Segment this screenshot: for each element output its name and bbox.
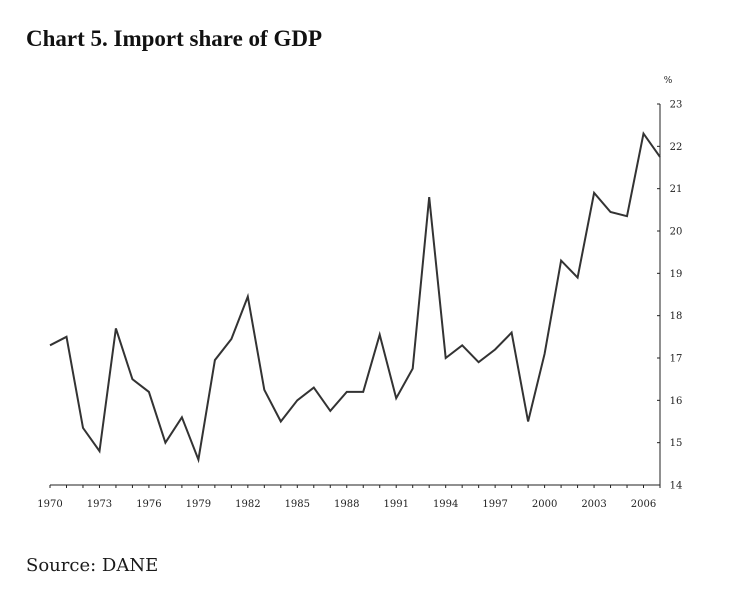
x-tick-label: 2006 (631, 499, 656, 510)
chart-title: Chart 5. Import share of GDP (26, 26, 322, 51)
x-tick-label: 1985 (285, 499, 310, 510)
x-axis: 1970 1973 1976 1979 1982 1985 1988 1991 1994 1997… (37, 484, 661, 510)
x-tick-label: 1976 (136, 499, 161, 510)
y-tick-label: 15 (670, 438, 683, 449)
y-tick-label: 23 (670, 100, 683, 111)
x-tick-label: 2000 (532, 499, 557, 510)
x-tick-label: 1970 (37, 499, 62, 510)
y-tick-label: 16 (670, 396, 683, 407)
y-tick-label: 20 (670, 227, 683, 238)
x-tick-label: 1991 (383, 499, 408, 510)
y-tick-label: 14 (670, 481, 683, 492)
x-tick-label: 2003 (581, 499, 606, 510)
y-tick-label: 17 (670, 354, 683, 365)
x-tick-label: 1988 (334, 499, 359, 510)
y-tick-label: 18 (670, 311, 683, 322)
x-tick-label: 1973 (87, 499, 112, 510)
x-tick-label: 1982 (235, 499, 260, 510)
source-note: Source: DANE (26, 555, 159, 576)
y-axis: 14 15 16 17 18 19 20 21 22 23 (657, 100, 682, 492)
x-tick-label: 1979 (186, 499, 211, 510)
y-tick-label: 22 (670, 142, 683, 153)
x-tick-label: 1994 (433, 499, 458, 510)
series-layer (49, 131, 661, 464)
x-tick-label: 1997 (482, 499, 507, 510)
y-axis-unit-label: % (664, 76, 673, 86)
y-tick-label: 19 (670, 269, 683, 280)
series-line (49, 131, 661, 464)
y-tick-label: 21 (670, 184, 683, 195)
